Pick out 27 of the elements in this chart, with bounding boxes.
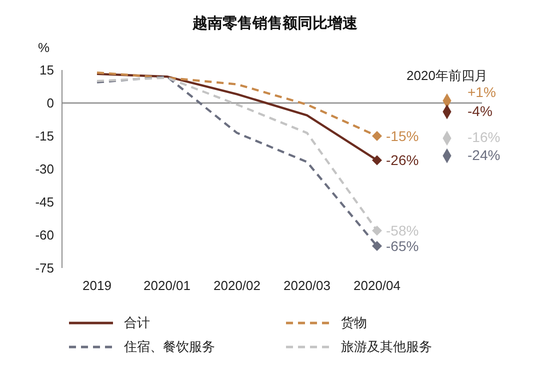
data-label: +1%	[468, 84, 496, 100]
data-label: -26%	[386, 152, 419, 168]
y-tick-label: -60	[35, 228, 54, 243]
x-tick-label: 2020/02	[214, 278, 260, 293]
x-tick-label: 2019	[82, 278, 112, 293]
x-tick-label: 2020/01	[144, 278, 190, 293]
y-tick-label: -45	[35, 194, 54, 210]
y-tick-label: -30	[35, 162, 54, 177]
y-tick-label: 15	[40, 62, 54, 78]
y-tick-label: 0	[46, 96, 54, 111]
legend-label: 旅游及其他服务	[341, 338, 432, 356]
x-tick-label: 2020年前四月	[406, 68, 488, 83]
y-tick-label: -15	[35, 128, 54, 144]
x-tick-label: 2020/03	[284, 278, 330, 293]
legend-label: 住宿、餐饮服务	[124, 338, 215, 356]
legend-label: 合计	[124, 314, 150, 332]
y-axis-title: %	[38, 40, 50, 55]
legend-label: 货物	[341, 314, 367, 332]
x-tick-label: 2020/04	[354, 278, 400, 293]
data-label: -65%	[386, 238, 419, 254]
data-label: -15%	[386, 128, 419, 144]
y-tick-label: -75	[35, 260, 54, 276]
data-label: -58%	[386, 222, 419, 239]
data-label: -24%	[468, 146, 500, 163]
chart-title: 越南零售销售额同比增速	[192, 14, 358, 33]
data-label: -4%	[468, 102, 492, 119]
data-label: -16%	[468, 129, 500, 146]
